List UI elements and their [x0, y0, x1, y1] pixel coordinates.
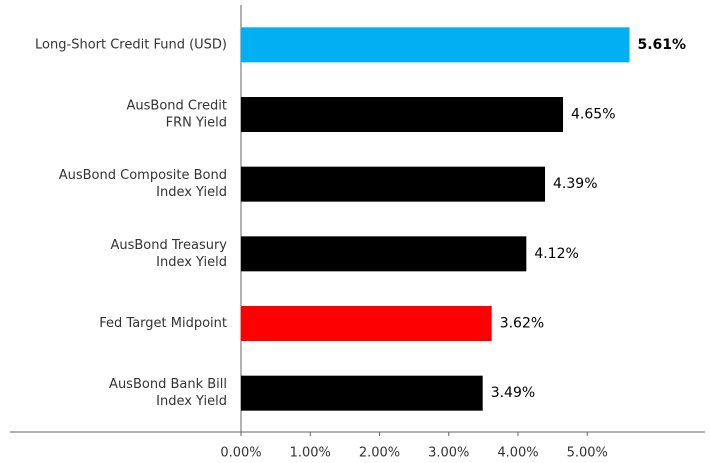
y-tick-label: Index Yield: [156, 394, 227, 409]
y-tick-label: AusBond Treasury: [110, 238, 227, 253]
bar: [241, 97, 564, 132]
x-tick-label: 3.00%: [428, 446, 469, 461]
value-label: 3.62%: [500, 316, 544, 332]
y-tick-label: FRN Yield: [166, 116, 227, 131]
x-tick-label: 2.00%: [359, 446, 400, 461]
value-label: 4.39%: [553, 176, 597, 192]
bar: [241, 375, 483, 411]
value-label: 4.65%: [571, 107, 615, 123]
y-tick-label: Index Yield: [156, 185, 227, 200]
value-label: 3.49%: [491, 385, 535, 401]
y-tick-label: Long-Short Credit Fund (USD): [35, 37, 227, 52]
value-label: 4.12%: [534, 246, 578, 262]
y-tick-label: Fed Target Midpoint: [99, 316, 227, 331]
y-tick-label: AusBond Bank Bill: [109, 377, 227, 392]
x-tick-label: 1.00%: [290, 446, 331, 461]
x-tick-label: 0.00%: [220, 446, 261, 461]
y-tick-label: Index Yield: [156, 255, 227, 270]
y-tick-label: AusBond Credit: [127, 99, 228, 114]
x-tick-label: 4.00%: [497, 446, 538, 461]
bar: [241, 306, 492, 341]
bar: [241, 27, 630, 63]
bar: [241, 236, 527, 272]
y-tick-label: AusBond Composite Bond: [59, 168, 227, 183]
x-tick-label: 5.00%: [567, 446, 608, 461]
value-label: 5.61%: [638, 37, 687, 53]
bar: [241, 166, 546, 202]
